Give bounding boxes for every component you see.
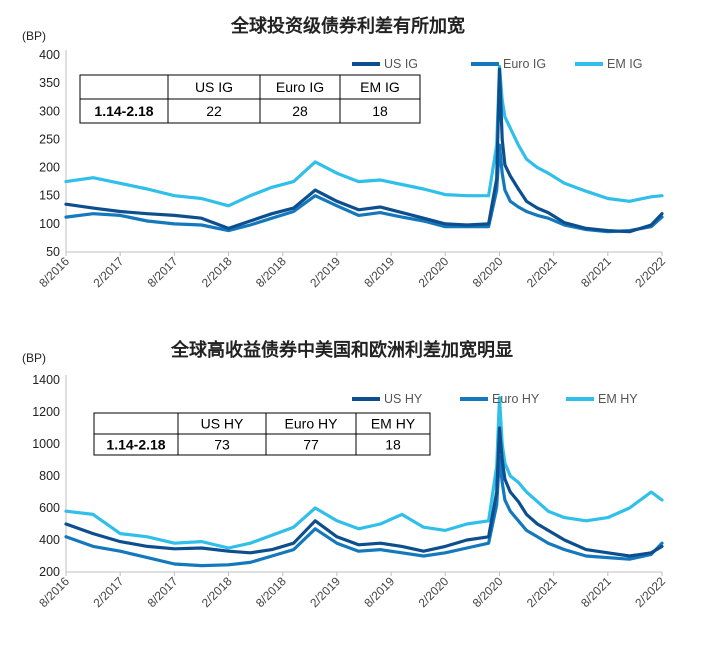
y-tick-label: 1000	[32, 437, 60, 451]
table-value-cell: 73	[214, 437, 230, 453]
x-tick-label: 8/2021	[578, 574, 614, 610]
x-tick-label: 8/2019	[361, 574, 397, 610]
table-value-cell: 28	[292, 103, 308, 119]
y-tick-label: 800	[39, 469, 60, 483]
y-tick-label: 200	[39, 161, 60, 175]
table-header-cell: US HY	[201, 416, 244, 432]
table-value-cell: 77	[303, 437, 319, 453]
y-axis-unit: (BP)	[22, 29, 46, 43]
x-tick-label: 8/2019	[361, 254, 397, 290]
x-tick-label: 2/2020	[416, 254, 452, 290]
y-tick-label: 600	[39, 501, 60, 515]
summary-table: US IG Euro IG EM IG 1.14-2.18 22 28 18	[79, 74, 421, 124]
x-tick-label: 8/2018	[253, 574, 289, 610]
x-tick-label: 2/2021	[524, 574, 560, 610]
x-tick-label: 8/2016	[36, 254, 72, 290]
y-tick-label: 400	[39, 48, 60, 62]
x-tick-label: 8/2017	[145, 254, 181, 290]
x-tick-label: 2/2020	[416, 574, 452, 610]
y-tick-label: 300	[39, 104, 60, 118]
chart-title: 全球投资级债券利差有所加宽	[230, 15, 465, 36]
summary-table: US HY Euro HY EM HY 1.14-2.18 73 77 18	[93, 412, 431, 456]
table-header-cell: EM IG	[360, 79, 400, 95]
y-tick-label: 200	[39, 565, 60, 579]
series-line-us-hy	[64, 426, 664, 558]
table-value-cell: 22	[206, 103, 222, 119]
chart-title: 全球高收益债券中美国和欧洲利差加宽明显	[170, 339, 513, 360]
y-tick-label: 400	[39, 533, 60, 547]
table-row-label: 1.14-2.18	[106, 437, 165, 453]
table-value-cell: 18	[372, 103, 388, 119]
x-tick-label: 8/2016	[36, 574, 72, 610]
series-line-euro-hy	[64, 455, 664, 568]
table-row-label: 1.14-2.18	[94, 103, 153, 119]
legend-label: EM HY	[598, 392, 638, 406]
y-tick-label: 350	[39, 76, 60, 90]
legend-label: US HY	[384, 392, 423, 406]
x-tick-label: 2/2018	[199, 254, 235, 290]
x-tick-label: 8/2018	[253, 254, 289, 290]
table-header-cell: Euro HY	[285, 416, 339, 432]
x-tick-label: 2/2019	[307, 254, 343, 290]
x-tick-label: 2/2017	[90, 254, 126, 290]
legend-label: Euro HY	[492, 392, 540, 406]
chart-panel-2: 全球高收益债券中美国和欧洲利差加宽明显 (BP) 200 400 600 800 1000 1…	[22, 339, 668, 610]
table-header-cell: EM HY	[371, 416, 416, 432]
x-tick-label: 2/2017	[90, 574, 126, 610]
x-tick-label: 8/2021	[578, 254, 614, 290]
x-tick-label: 8/2017	[145, 574, 181, 610]
table-value-cell: 18	[385, 437, 401, 453]
x-tick-label: 8/2020	[470, 254, 506, 290]
y-tick-label: 100	[39, 217, 60, 231]
legend-label: EM IG	[607, 57, 642, 71]
legend-label: US IG	[384, 57, 418, 71]
series-line-em-hy	[64, 396, 664, 550]
x-tick-label: 2/2019	[307, 574, 343, 610]
x-tick-label: 2/2022	[632, 254, 668, 290]
x-tick-label: 8/2020	[470, 574, 506, 610]
y-tick-label: 1400	[32, 373, 60, 387]
series-line-euro-ig	[64, 143, 664, 234]
y-axis-unit: (BP)	[22, 351, 46, 365]
series-line-em-ig	[64, 64, 664, 208]
y-tick-label: 50	[46, 245, 60, 259]
x-tick-label: 2/2021	[524, 254, 560, 290]
y-tick-label: 250	[39, 132, 60, 146]
chart-panel-1: 全球投资级债券利差有所加宽 (BP) 50 100 150 200 250 300 350 400…	[22, 15, 668, 290]
series-line-us-ig	[64, 67, 664, 234]
table-header-cell: US IG	[195, 79, 233, 95]
table-header-cell: Euro IG	[276, 79, 324, 95]
y-tick-label: 150	[39, 189, 60, 203]
x-tick-label: 2/2018	[199, 574, 235, 610]
legend-label: Euro IG	[503, 57, 546, 71]
x-tick-label: 2/2022	[632, 574, 668, 610]
y-tick-label: 1200	[32, 405, 60, 419]
